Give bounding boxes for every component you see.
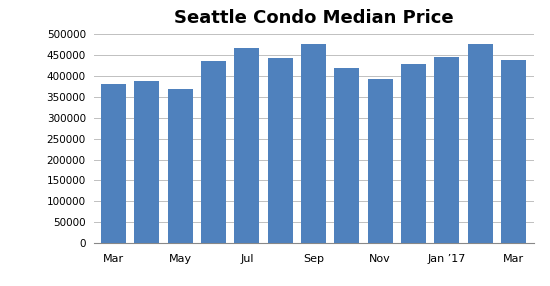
Bar (501, 60, 526, 243)
Bar (168, 89, 192, 243)
Bar (401, 63, 426, 243)
Bar (101, 84, 126, 243)
Bar (434, 57, 459, 243)
Bar (234, 48, 260, 243)
Bar (301, 44, 326, 243)
Bar (468, 44, 493, 243)
Bar (134, 81, 159, 243)
Bar (367, 79, 393, 243)
Bar (334, 68, 359, 243)
Bar (201, 61, 226, 243)
Title: Seattle Condo Median Price: Seattle Condo Median Price (174, 9, 453, 27)
Bar (268, 58, 293, 243)
